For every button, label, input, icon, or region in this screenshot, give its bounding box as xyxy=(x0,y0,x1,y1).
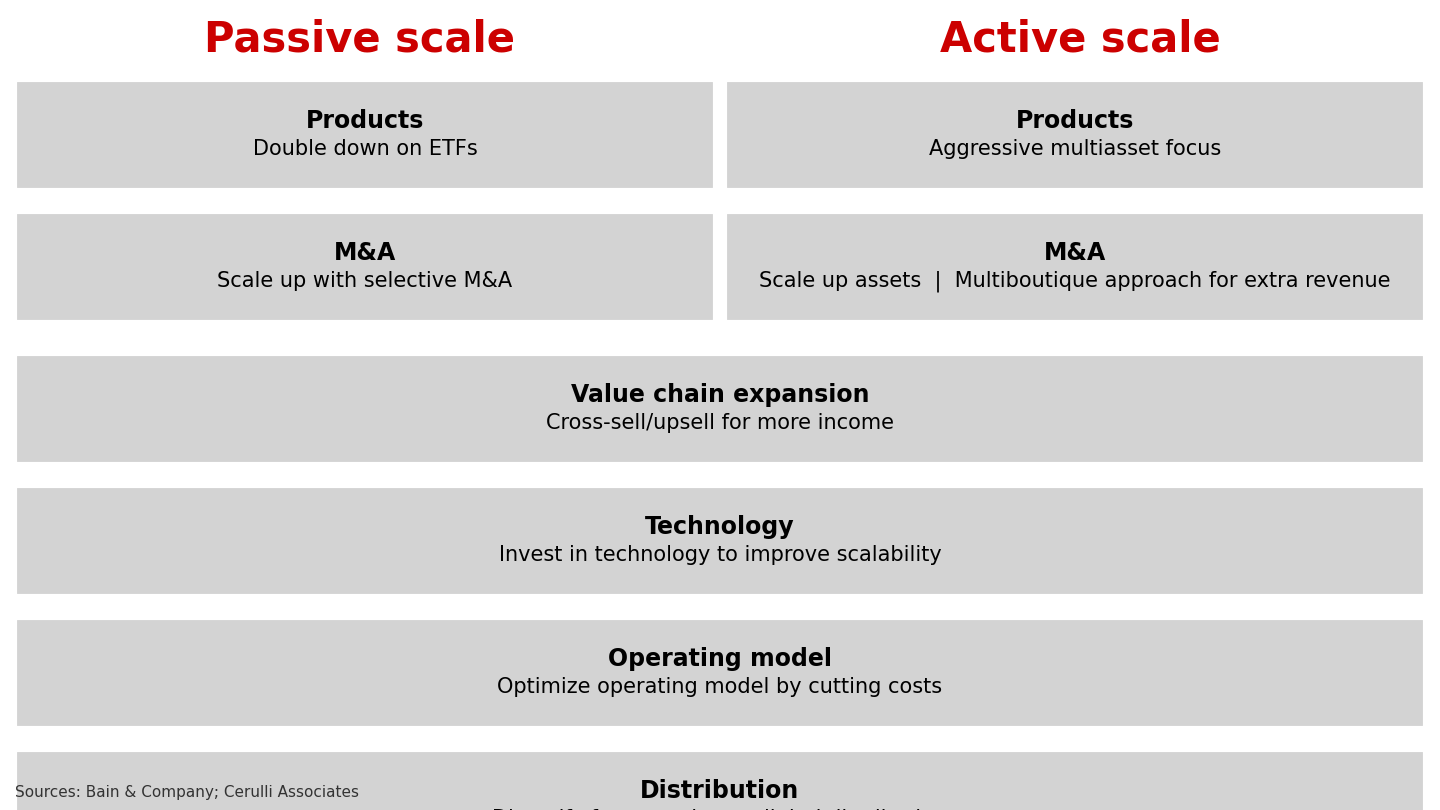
Text: Aggressive multiasset focus: Aggressive multiasset focus xyxy=(929,139,1221,159)
Text: Sources: Bain & Company; Cerulli Associates: Sources: Bain & Company; Cerulli Associa… xyxy=(14,785,359,799)
Text: Value chain expansion: Value chain expansion xyxy=(570,383,870,407)
Text: Technology: Technology xyxy=(645,515,795,539)
Text: Scale up assets  |  Multiboutique approach for extra revenue: Scale up assets | Multiboutique approach… xyxy=(759,271,1391,292)
Text: Double down on ETFs: Double down on ETFs xyxy=(252,139,478,159)
Text: Distribution: Distribution xyxy=(641,779,799,803)
Text: Products: Products xyxy=(305,109,425,133)
Text: Products: Products xyxy=(1015,109,1135,133)
Bar xyxy=(724,80,1426,190)
Text: Diversify from captive to digital distribution: Diversify from captive to digital distri… xyxy=(492,809,948,810)
Text: Optimize operating model by cutting costs: Optimize operating model by cutting cost… xyxy=(497,677,943,697)
Bar xyxy=(724,212,1426,322)
Text: Cross-sell/upsell for more income: Cross-sell/upsell for more income xyxy=(546,413,894,433)
Bar xyxy=(14,354,1426,464)
Bar xyxy=(14,486,1426,596)
Bar xyxy=(14,80,716,190)
Text: Invest in technology to improve scalability: Invest in technology to improve scalabil… xyxy=(498,545,942,565)
Text: Scale up with selective M&A: Scale up with selective M&A xyxy=(217,271,513,291)
Text: M&A: M&A xyxy=(1044,241,1106,265)
Bar xyxy=(14,212,716,322)
Bar xyxy=(14,750,1426,810)
Text: Passive scale: Passive scale xyxy=(204,19,516,61)
Text: M&A: M&A xyxy=(334,241,396,265)
Text: Operating model: Operating model xyxy=(608,647,832,671)
Text: Active scale: Active scale xyxy=(940,19,1220,61)
Bar xyxy=(14,618,1426,728)
